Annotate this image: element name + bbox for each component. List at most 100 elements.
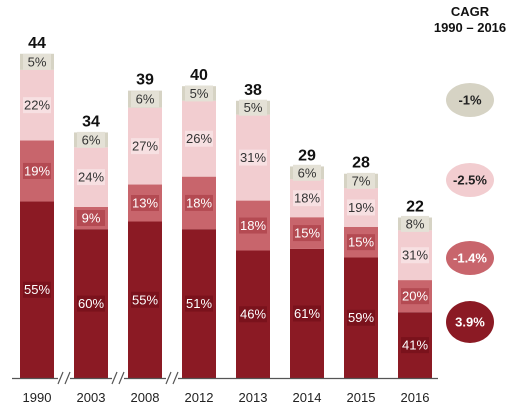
data-label-bg-1990-s2 bbox=[23, 97, 51, 114]
cagr-title-line-1: 1990 – 2016 bbox=[434, 20, 506, 35]
data-label-bg-2013-s2 bbox=[239, 149, 267, 166]
data-label-bg-2012-s1 bbox=[185, 194, 213, 211]
total-label-2003: 34 bbox=[82, 113, 100, 130]
data-label-1990-s0: 55% bbox=[24, 282, 50, 297]
data-label-2016-s3: 8% bbox=[406, 216, 425, 231]
data-label-2015-s2: 19% bbox=[348, 200, 374, 215]
cagr-bubble-s3 bbox=[446, 83, 494, 117]
data-label-2008-s1: 13% bbox=[132, 196, 158, 211]
data-label-bg-2016-s0 bbox=[401, 337, 429, 354]
data-label-1990-s1: 19% bbox=[24, 163, 50, 178]
data-label-2015-s1: 15% bbox=[348, 235, 374, 250]
total-label-2014: 29 bbox=[298, 147, 316, 164]
cagr-bubble-s1 bbox=[446, 241, 494, 275]
data-label-2012-s2: 26% bbox=[186, 131, 212, 146]
data-label-bg-2014-s1 bbox=[293, 225, 321, 242]
data-label-2016-s2: 31% bbox=[402, 248, 428, 263]
x-axis: 1990 2003 2008 2012 2013 2014 2015 2016 bbox=[12, 371, 438, 405]
total-label-2012: 40 bbox=[190, 67, 208, 84]
data-label-bg-1990-s0 bbox=[23, 281, 51, 298]
data-label-bg-2015-s0 bbox=[347, 309, 375, 326]
data-label-bg-2015-s1 bbox=[347, 234, 375, 251]
data-label-bg-2014-s3 bbox=[293, 164, 321, 181]
data-label-2013-s1: 18% bbox=[240, 218, 266, 233]
cagr-title-line-0: CAGR bbox=[451, 4, 490, 19]
data-label-bg-2012-s0 bbox=[185, 295, 213, 312]
data-label-bg-2014-s2 bbox=[293, 190, 321, 207]
total-label-2015: 28 bbox=[352, 155, 370, 172]
data-label-2015-s3: 7% bbox=[352, 173, 371, 188]
axis-break-mark2-2003 bbox=[118, 371, 125, 385]
data-label-2014-s3: 6% bbox=[298, 165, 317, 180]
data-label-bg-2015-s3 bbox=[347, 172, 375, 189]
data-label-bg-2012-s3 bbox=[185, 85, 213, 102]
x-tick-1990: 1990 bbox=[23, 390, 52, 405]
data-label-bg-2013-s1 bbox=[239, 217, 267, 234]
data-label-2016-s0: 41% bbox=[402, 338, 428, 353]
total-label-2013: 38 bbox=[244, 82, 262, 99]
data-label-bg-2003-s0 bbox=[77, 295, 105, 312]
data-label-bg-2013-s0 bbox=[239, 306, 267, 323]
axis-break-mark-1990 bbox=[57, 371, 64, 385]
data-label-2015-s0: 59% bbox=[348, 310, 374, 325]
data-label-2016-s1: 20% bbox=[402, 289, 428, 304]
total-label-2008: 39 bbox=[136, 72, 154, 89]
axis-break-gap-2008 bbox=[166, 372, 178, 384]
data-label-bg-2016-s1 bbox=[401, 288, 429, 305]
data-label-2014-s1: 15% bbox=[294, 226, 320, 241]
cagr-value-s2: -2.5% bbox=[453, 173, 487, 188]
data-label-2013-s3: 5% bbox=[244, 100, 263, 115]
data-label-bg-2016-s3 bbox=[401, 215, 429, 232]
data-label-bg-2012-s2 bbox=[185, 130, 213, 147]
total-label-1990: 44 bbox=[28, 35, 46, 52]
data-label-bg-2015-s2 bbox=[347, 199, 375, 216]
data-label-bg-2003-s1 bbox=[77, 210, 105, 227]
data-label-2012-s1: 18% bbox=[186, 195, 212, 210]
data-label-bg-2003-s2 bbox=[77, 169, 105, 186]
data-label-2014-s0: 61% bbox=[294, 306, 320, 321]
axis-break-gap-1990 bbox=[58, 372, 70, 384]
total-label-2016: 22 bbox=[406, 199, 424, 216]
x-tick-2013: 2013 bbox=[239, 390, 268, 405]
data-label-bg-2008-s0 bbox=[131, 291, 159, 308]
data-label-bg-1990-s1 bbox=[23, 162, 51, 179]
x-tick-2014: 2014 bbox=[293, 390, 322, 405]
data-label-bg-2013-s3 bbox=[239, 99, 267, 116]
cagr-value-s3: -1% bbox=[458, 93, 482, 108]
x-tick-2016: 2016 bbox=[401, 390, 430, 405]
x-tick-2003: 2003 bbox=[77, 390, 106, 405]
cagr-value-s0: 3.9% bbox=[455, 315, 485, 330]
data-label-2014-s2: 18% bbox=[294, 191, 320, 206]
data-label-bg-2014-s0 bbox=[293, 305, 321, 322]
data-label-2003-s0: 60% bbox=[78, 296, 104, 311]
data-label-2012-s0: 51% bbox=[186, 296, 212, 311]
data-label-2003-s3: 6% bbox=[82, 132, 101, 147]
cagr-bubble-s0 bbox=[446, 301, 494, 343]
data-label-2012-s3: 5% bbox=[190, 86, 209, 101]
x-tick-2008: 2008 bbox=[131, 390, 160, 405]
data-label-bg-2016-s2 bbox=[401, 247, 429, 264]
axis-break-mark-2008 bbox=[165, 371, 172, 385]
x-tick-2015: 2015 bbox=[347, 390, 376, 405]
axis-break-mark-2003 bbox=[111, 371, 118, 385]
data-label-bg-2008-s1 bbox=[131, 195, 159, 212]
data-label-bg-2003-s3 bbox=[77, 131, 105, 148]
cagr-bubble-s2 bbox=[446, 163, 494, 197]
data-label-2013-s0: 46% bbox=[240, 307, 266, 322]
data-label-2008-s0: 55% bbox=[132, 292, 158, 307]
data-label-2008-s2: 27% bbox=[132, 139, 158, 154]
data-label-2003-s1: 9% bbox=[82, 211, 101, 226]
axis-break-mark2-1990 bbox=[64, 371, 71, 385]
x-tick-2012: 2012 bbox=[185, 390, 214, 405]
data-label-2013-s2: 31% bbox=[240, 150, 266, 165]
axis-break-mark2-2008 bbox=[172, 371, 179, 385]
data-label-bg-1990-s3 bbox=[23, 53, 51, 70]
axis-break-gap-2003 bbox=[112, 372, 124, 384]
data-label-1990-s2: 22% bbox=[24, 98, 50, 113]
cagr-value-s1: -1.4% bbox=[453, 251, 487, 266]
data-label-1990-s3: 5% bbox=[28, 54, 47, 69]
bars-group: 55% 19% 22% 5% 44 60% 9% 24% 6% 34 55% 13% 27% 6% 39 51… bbox=[20, 35, 432, 378]
data-label-bg-2008-s3 bbox=[131, 91, 159, 108]
